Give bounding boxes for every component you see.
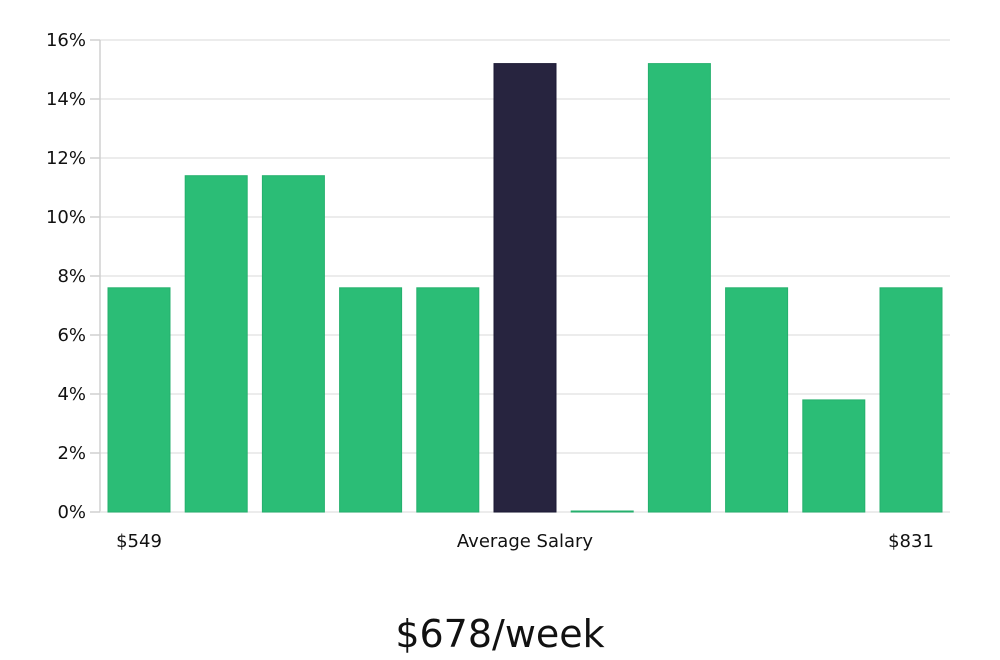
bar-0 — [107, 287, 171, 513]
bar-10 — [879, 287, 943, 513]
bar-6 — [570, 510, 634, 513]
y-tick-label-4: 4% — [57, 384, 86, 405]
bar-9 — [802, 399, 866, 513]
bar-average-salary — [493, 63, 557, 513]
bar-7 — [647, 63, 711, 513]
x-label-center: Average Salary — [457, 531, 594, 552]
bar-8 — [725, 287, 789, 513]
y-tick-label-0: 0% — [57, 502, 86, 523]
y-tick-label-12: 12% — [46, 148, 86, 169]
bar-2 — [261, 175, 325, 513]
x-label-right: $831 — [888, 531, 934, 552]
y-tick-label-6: 6% — [57, 325, 86, 346]
bar-layer — [107, 63, 943, 513]
bar-1 — [184, 175, 248, 513]
y-tick-label-16: 16% — [46, 30, 86, 51]
bar-4 — [416, 287, 480, 513]
chart-svg: 0% 2% 4% 6% 8% 10% 12% 14% 16% $549 Average Sala… — [46, 30, 950, 552]
bar-3 — [339, 287, 403, 513]
y-tick-label-8: 8% — [57, 266, 86, 287]
x-label-left: $549 — [116, 531, 162, 552]
y-tick-label-10: 10% — [46, 207, 86, 228]
y-tick-label-2: 2% — [57, 443, 86, 464]
label-layer: $549 Average Salary $831 — [116, 531, 934, 552]
y-tick-label-14: 14% — [46, 89, 86, 110]
average-salary-value: $678/week — [395, 612, 605, 656]
